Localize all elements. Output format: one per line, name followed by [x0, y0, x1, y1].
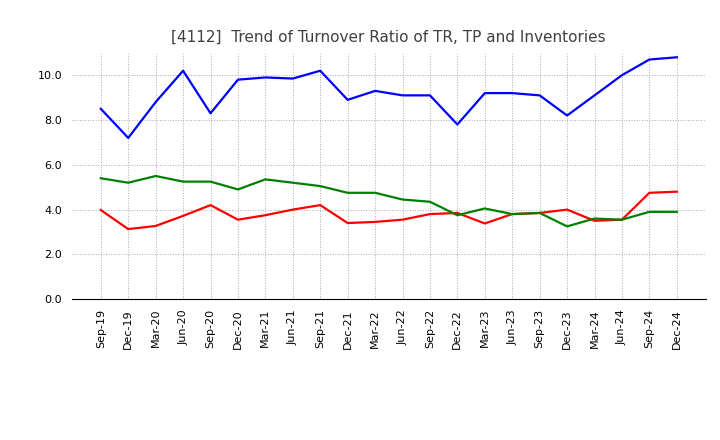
Trade Receivables: [508, 212, 516, 217]
Line: Trade Payables: Trade Payables: [101, 57, 677, 138]
Trade Receivables: [289, 207, 297, 212]
Trade Receivables: [124, 227, 132, 232]
Inventories: [672, 209, 681, 214]
Trade Receivables: [618, 217, 626, 222]
Trade Receivables: [233, 217, 242, 222]
Trade Receivables: [453, 210, 462, 216]
Line: Inventories: Inventories: [101, 176, 677, 227]
Inventories: [618, 217, 626, 222]
Trade Receivables: [672, 189, 681, 194]
Line: Trade Receivables: Trade Receivables: [101, 192, 677, 229]
Trade Payables: [124, 135, 132, 140]
Trade Receivables: [96, 207, 105, 213]
Trade Receivables: [151, 224, 160, 229]
Trade Receivables: [343, 220, 352, 226]
Inventories: [508, 212, 516, 217]
Inventories: [316, 183, 325, 189]
Trade Payables: [96, 106, 105, 111]
Trade Payables: [233, 77, 242, 82]
Inventories: [96, 176, 105, 181]
Trade Receivables: [398, 217, 407, 222]
Trade Payables: [316, 68, 325, 73]
Inventories: [398, 197, 407, 202]
Trade Payables: [426, 93, 434, 98]
Trade Payables: [508, 91, 516, 96]
Trade Receivables: [179, 213, 187, 219]
Inventories: [124, 180, 132, 185]
Trade Payables: [590, 93, 599, 98]
Trade Payables: [179, 68, 187, 73]
Trade Payables: [618, 73, 626, 78]
Trade Payables: [453, 122, 462, 127]
Inventories: [426, 199, 434, 205]
Trade Payables: [151, 99, 160, 105]
Trade Payables: [206, 110, 215, 116]
Trade Receivables: [645, 190, 654, 195]
Inventories: [206, 179, 215, 184]
Trade Payables: [563, 113, 572, 118]
Trade Receivables: [590, 218, 599, 224]
Inventories: [151, 173, 160, 179]
Inventories: [179, 179, 187, 184]
Trade Receivables: [426, 212, 434, 217]
Trade Receivables: [206, 202, 215, 208]
Inventories: [343, 190, 352, 195]
Inventories: [261, 177, 270, 182]
Inventories: [371, 190, 379, 195]
Inventories: [563, 224, 572, 229]
Trade Receivables: [536, 210, 544, 216]
Trade Payables: [398, 93, 407, 98]
Trade Payables: [371, 88, 379, 94]
Inventories: [480, 206, 489, 211]
Trade Receivables: [563, 207, 572, 212]
Trade Receivables: [261, 213, 270, 218]
Inventories: [289, 180, 297, 185]
Trade Payables: [289, 76, 297, 81]
Trade Payables: [536, 93, 544, 98]
Inventories: [536, 210, 544, 216]
Inventories: [590, 216, 599, 221]
Trade Payables: [645, 57, 654, 62]
Inventories: [453, 213, 462, 218]
Trade Receivables: [316, 202, 325, 208]
Inventories: [233, 187, 242, 192]
Title: [4112]  Trend of Turnover Ratio of TR, TP and Inventories: [4112] Trend of Turnover Ratio of TR, TP…: [171, 29, 606, 45]
Trade Receivables: [480, 221, 489, 226]
Trade Receivables: [371, 219, 379, 224]
Trade Payables: [672, 55, 681, 60]
Trade Payables: [480, 91, 489, 96]
Inventories: [645, 209, 654, 214]
Trade Payables: [343, 97, 352, 103]
Trade Payables: [261, 75, 270, 80]
